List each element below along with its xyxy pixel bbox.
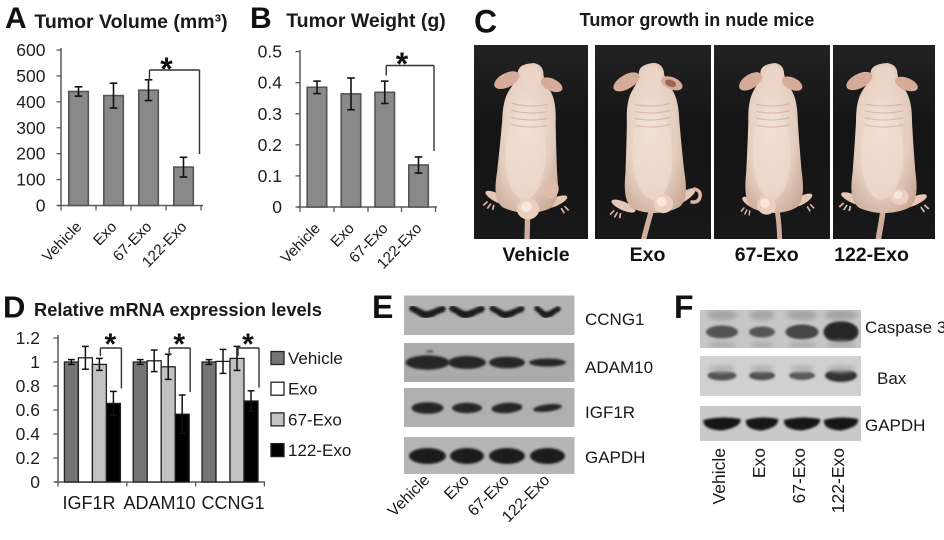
svg-text:Vehicle: Vehicle xyxy=(288,349,343,368)
svg-text:0: 0 xyxy=(272,197,282,217)
svg-text:CCNG1: CCNG1 xyxy=(201,493,264,513)
svg-text:0.8: 0.8 xyxy=(16,376,40,396)
svg-text:0: 0 xyxy=(30,472,40,492)
svg-text:122-Exo: 122-Exo xyxy=(834,244,909,266)
svg-text:*: * xyxy=(396,46,409,82)
svg-text:122-Exo: 122-Exo xyxy=(828,448,848,513)
svg-text:0.5: 0.5 xyxy=(258,42,282,62)
svg-text:Exo: Exo xyxy=(749,448,769,478)
svg-text:1: 1 xyxy=(30,352,40,372)
svg-text:IGF1R: IGF1R xyxy=(585,403,635,422)
svg-text:A: A xyxy=(5,2,27,35)
svg-text:IGF1R: IGF1R xyxy=(62,493,115,513)
svg-text:ADAM10: ADAM10 xyxy=(123,493,195,513)
svg-text:300: 300 xyxy=(16,118,45,138)
svg-text:B: B xyxy=(250,2,272,35)
svg-text:GAPDH: GAPDH xyxy=(585,448,645,467)
svg-text:600: 600 xyxy=(16,40,45,60)
svg-text:Tumor Weight (g): Tumor Weight (g) xyxy=(286,10,446,32)
svg-text:ADAM10: ADAM10 xyxy=(585,358,653,377)
svg-text:Vehicle: Vehicle xyxy=(709,448,729,504)
svg-text:Vehicle: Vehicle xyxy=(502,244,569,266)
svg-text:0.4: 0.4 xyxy=(258,73,283,93)
svg-text:0.6: 0.6 xyxy=(16,400,40,420)
svg-text:500: 500 xyxy=(16,66,45,86)
svg-text:67-Exo: 67-Exo xyxy=(735,244,799,266)
svg-text:122-Exo: 122-Exo xyxy=(288,441,351,460)
svg-text:0.2: 0.2 xyxy=(258,135,282,155)
svg-text:0.3: 0.3 xyxy=(258,104,282,124)
svg-text:Caspase 3: Caspase 3 xyxy=(865,318,944,337)
svg-text:Relative mRNA expression level: Relative mRNA expression levels xyxy=(34,299,322,320)
svg-text:1.2: 1.2 xyxy=(16,328,40,348)
svg-text:GAPDH: GAPDH xyxy=(865,416,925,435)
svg-text:0: 0 xyxy=(36,196,46,216)
svg-text:C: C xyxy=(474,4,497,40)
svg-text:Tumor growth in nude mice: Tumor growth in nude mice xyxy=(580,10,815,30)
svg-text:400: 400 xyxy=(16,92,45,112)
svg-text:Tumor Volume (mm³): Tumor Volume (mm³) xyxy=(34,11,227,33)
svg-text:Exo: Exo xyxy=(630,244,666,266)
svg-text:E: E xyxy=(372,289,393,325)
svg-text:*: * xyxy=(242,328,254,361)
svg-text:CCNG1: CCNG1 xyxy=(585,310,645,329)
svg-text:*: * xyxy=(160,51,173,87)
svg-text:0.1: 0.1 xyxy=(258,166,282,186)
svg-text:100: 100 xyxy=(16,170,45,190)
svg-text:0.4: 0.4 xyxy=(16,424,41,444)
svg-text:*: * xyxy=(105,328,117,361)
svg-text:Bax: Bax xyxy=(877,369,907,388)
svg-text:Exo: Exo xyxy=(288,380,317,399)
svg-text:200: 200 xyxy=(16,144,45,164)
svg-text:F: F xyxy=(674,289,694,325)
svg-text:67-Exo: 67-Exo xyxy=(789,448,809,503)
svg-text:0.2: 0.2 xyxy=(16,448,40,468)
svg-text:67-Exo: 67-Exo xyxy=(288,410,342,429)
svg-text:*: * xyxy=(173,328,185,361)
svg-text:D: D xyxy=(3,290,25,325)
